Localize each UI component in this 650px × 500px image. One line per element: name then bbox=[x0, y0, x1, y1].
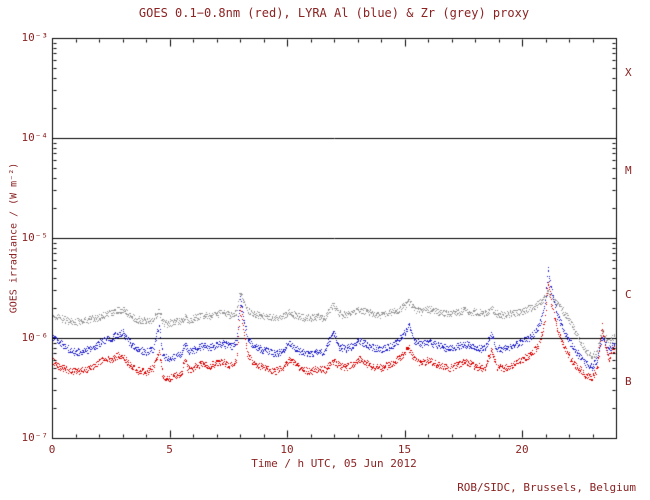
y-tick-label: 10⁻⁵ bbox=[21, 231, 49, 244]
x-tick-label: 15 bbox=[397, 443, 412, 456]
x-axis-label: Time / h UTC, 05 Jun 2012 bbox=[251, 457, 417, 470]
flare-class-label: C bbox=[625, 288, 632, 301]
x-tick-label: 0 bbox=[48, 443, 56, 456]
flare-class-label: M bbox=[625, 164, 632, 177]
y-tick-label: 10⁻⁶ bbox=[21, 331, 49, 344]
y-tick-label: 10⁻⁷ bbox=[21, 431, 49, 444]
flare-class-label: B bbox=[625, 375, 632, 388]
y-tick-label: 10⁻³ bbox=[21, 31, 49, 44]
chart-title: GOES 0.1−0.8nm (red), LYRA Al (blue) & Z… bbox=[138, 6, 530, 20]
flare-class-label: X bbox=[625, 66, 632, 79]
x-tick-label: 10 bbox=[280, 443, 294, 456]
x-tick-label: 5 bbox=[166, 443, 173, 456]
credit-text: ROB/SIDC, Brussels, Belgium bbox=[457, 481, 636, 494]
x-tick-label: 20 bbox=[515, 443, 529, 456]
y-tick-label: 10⁻⁴ bbox=[21, 131, 49, 144]
